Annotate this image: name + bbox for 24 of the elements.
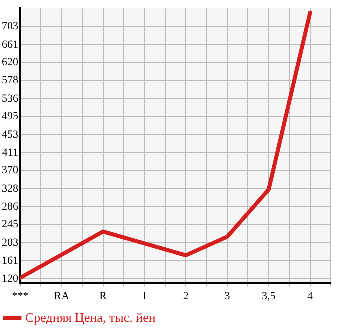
x-tick-label: 3 bbox=[224, 290, 231, 302]
y-tick-label: 703 bbox=[2, 20, 19, 33]
y-tick-label: 411 bbox=[2, 146, 18, 159]
x-tick-label: 4 bbox=[308, 290, 314, 302]
y-tick-label: 536 bbox=[2, 92, 19, 105]
x-tick-label: R bbox=[100, 290, 108, 302]
x-tick-label: 2 bbox=[183, 290, 189, 302]
x-tick-label: RA bbox=[54, 290, 70, 302]
y-tick-label: 161 bbox=[2, 255, 18, 268]
y-tick-label: 620 bbox=[2, 56, 19, 69]
x-tick-label: 3,5 bbox=[262, 290, 276, 302]
x-tick-label: *** bbox=[12, 290, 29, 302]
x-tick-label: 1 bbox=[142, 290, 148, 302]
y-tick-label: 328 bbox=[2, 182, 19, 195]
y-tick-label: 453 bbox=[2, 128, 19, 141]
y-tick-label: 120 bbox=[2, 272, 19, 285]
y-tick-label: 286 bbox=[2, 201, 19, 214]
y-tick-label: 245 bbox=[2, 218, 19, 231]
y-tick-label: 203 bbox=[2, 236, 19, 249]
y-tick-label: 578 bbox=[2, 74, 19, 87]
y-tick-label: 661 bbox=[2, 38, 18, 51]
y-tick-label: 495 bbox=[2, 110, 19, 123]
legend-label: Средняя Цена, тыс. йен bbox=[26, 310, 156, 325]
y-tick-label: 370 bbox=[2, 164, 19, 177]
